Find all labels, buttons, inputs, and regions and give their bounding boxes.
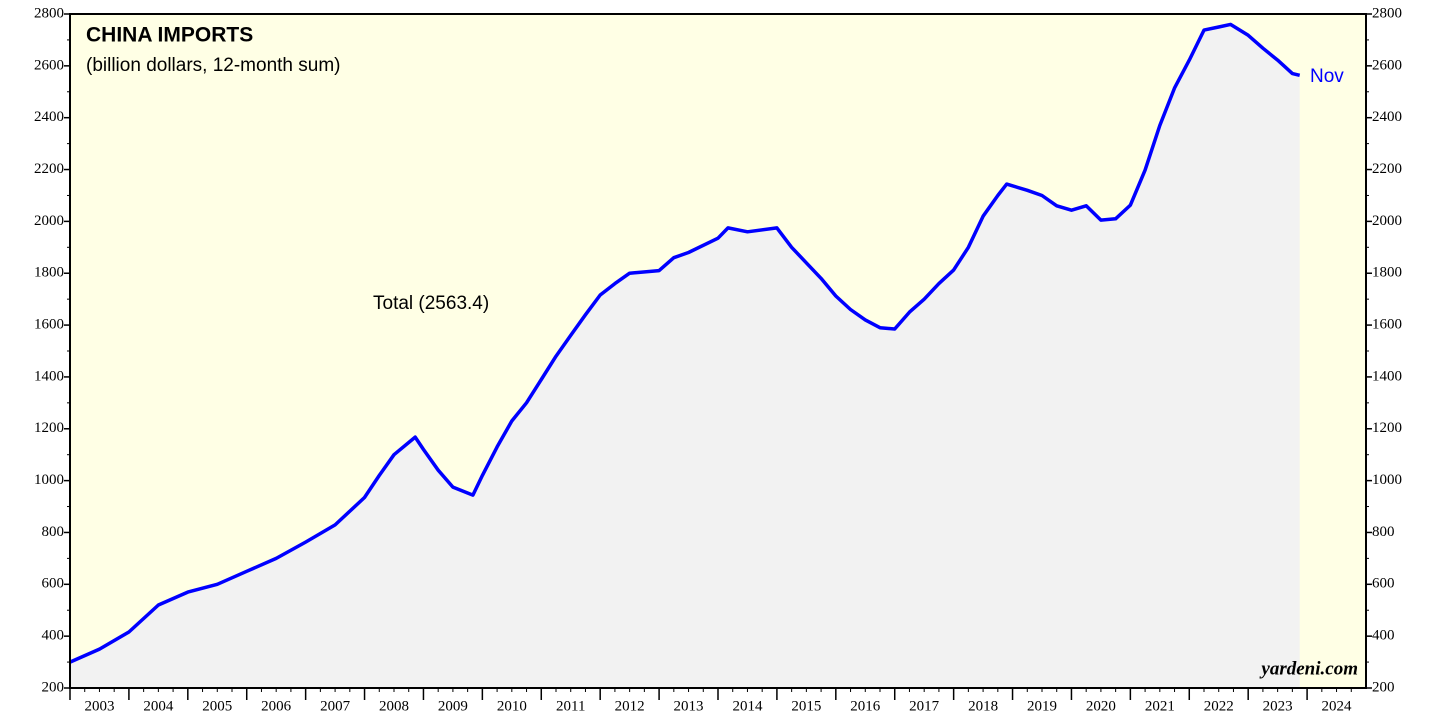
x-tick-label: 2016 (850, 698, 881, 714)
y2-tick-label: 800 (1372, 524, 1395, 540)
y-tick-label: 1800 (34, 265, 64, 281)
y2-tick-label: 600 (1372, 576, 1395, 592)
y-tick-label: 2800 (34, 5, 64, 21)
y-tick-label: 1200 (34, 420, 64, 436)
annotation: Nov (1310, 66, 1344, 87)
y-tick-label: 1000 (34, 472, 64, 488)
y2-tick-label: 1000 (1372, 472, 1402, 488)
area (70, 24, 1300, 688)
y2-tick-label: 200 (1372, 679, 1395, 695)
y-tick-label: 200 (42, 679, 65, 695)
y-tick-label: 1400 (34, 368, 64, 384)
x-tick-label: 2024 (1322, 698, 1353, 714)
y-tick-label: 2600 (34, 57, 64, 73)
x-tick-label: 2019 (1027, 698, 1057, 714)
y2-tick-label: 1600 (1372, 317, 1402, 333)
y-tick-label: 2200 (34, 161, 64, 177)
x-tick-label: 2023 (1263, 698, 1293, 714)
x-tick-label: 2015 (791, 698, 821, 714)
chart-title: CHINA IMPORTS (86, 24, 253, 47)
y2-tick-label: 2600 (1372, 57, 1402, 73)
x-tick-label: 2020 (1086, 698, 1116, 714)
y2-tick-label: 2800 (1372, 5, 1402, 21)
x-tick-label: 2012 (615, 698, 645, 714)
x-tick-label: 2008 (379, 698, 409, 714)
x-tick-label: 2013 (674, 698, 704, 714)
x-tick-label: 2004 (143, 698, 174, 714)
y2-tick-label: 1400 (1372, 368, 1402, 384)
y2-tick-label: 2000 (1372, 213, 1402, 229)
chart-subtitle: (billion dollars, 12-month sum) (86, 55, 341, 76)
y2-tick-label: 1800 (1372, 265, 1402, 281)
x-tick-label: 2011 (556, 698, 585, 714)
source: yardeni.com (1259, 658, 1358, 679)
x-tick-label: 2022 (1204, 698, 1234, 714)
y-tick-label: 2000 (34, 213, 64, 229)
annotation: Total (2563.4) (373, 293, 489, 314)
x-tick-label: 2007 (320, 698, 351, 714)
x-tick-label: 2003 (84, 698, 114, 714)
y-tick-label: 2400 (34, 109, 64, 125)
y2-tick-label: 1200 (1372, 420, 1402, 436)
x-tick-label: 2014 (732, 698, 763, 714)
x-tick-label: 2018 (968, 698, 998, 714)
x-tick-label: 2009 (438, 698, 468, 714)
y2-tick-label: 2400 (1372, 109, 1402, 125)
y-tick-label: 400 (42, 628, 65, 644)
y2-tick-label: 2200 (1372, 161, 1402, 177)
x-tick-label: 2017 (909, 698, 940, 714)
x-tick-label: 2006 (261, 698, 292, 714)
y-tick-label: 1600 (34, 317, 64, 333)
y-tick-label: 600 (42, 576, 65, 592)
x-tick-label: 2021 (1145, 698, 1175, 714)
x-tick-label: 2005 (202, 698, 232, 714)
y-tick-label: 800 (42, 524, 65, 540)
y2-tick-label: 400 (1372, 628, 1395, 644)
line (69, 22, 1301, 664)
x-tick-label: 2010 (497, 698, 527, 714)
